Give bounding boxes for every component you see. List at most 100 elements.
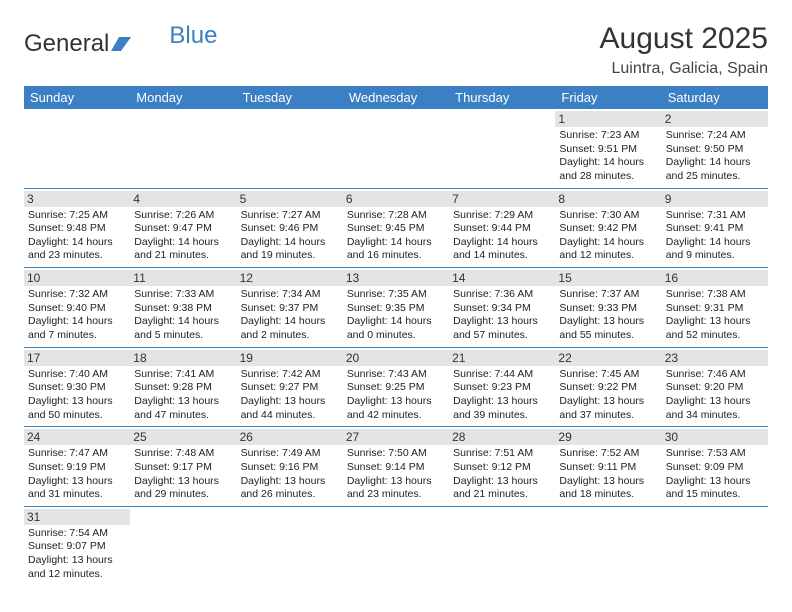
day-number: 30 xyxy=(662,429,768,445)
weekday-header: Thursday xyxy=(449,86,555,109)
weekday-header-row: SundayMondayTuesdayWednesdayThursdayFrid… xyxy=(24,86,768,109)
calendar-cell: 12Sunrise: 7:34 AMSunset: 9:37 PMDayligh… xyxy=(237,268,343,348)
day-number: 5 xyxy=(237,191,343,207)
day-details: Sunrise: 7:27 AMSunset: 9:46 PMDaylight:… xyxy=(241,209,339,264)
day-number: 20 xyxy=(343,350,449,366)
calendar-cell: 1Sunrise: 7:23 AMSunset: 9:51 PMDaylight… xyxy=(555,109,661,188)
day-details: Sunrise: 7:53 AMSunset: 9:09 PMDaylight:… xyxy=(666,447,764,502)
day-details: Sunrise: 7:50 AMSunset: 9:14 PMDaylight:… xyxy=(347,447,445,502)
day-details: Sunrise: 7:38 AMSunset: 9:31 PMDaylight:… xyxy=(666,288,764,343)
calendar-cell xyxy=(662,506,768,585)
calendar-cell xyxy=(237,109,343,188)
day-number: 29 xyxy=(555,429,661,445)
day-number: 28 xyxy=(449,429,555,445)
header: General Blue August 2025 Luintra, Galici… xyxy=(24,22,768,78)
day-number: 14 xyxy=(449,270,555,286)
title-block: August 2025 Luintra, Galicia, Spain xyxy=(600,22,768,78)
calendar-cell: 10 Sunrise: 7:32 AMSunset: 9:40 PMDayligh… xyxy=(24,268,130,348)
day-number: 8 xyxy=(555,191,661,207)
day-details: Sunrise: 7:30 AMSunset: 9:42 PMDaylight:… xyxy=(559,209,657,264)
calendar-cell: 22 Sunrise: 7:45 AMSunset: 9:22 PMDayligh… xyxy=(555,347,661,427)
calendar-cell: 30 Sunrise: 7:53 AMSunset: 9:09 PMDayligh… xyxy=(662,427,768,507)
day-number: 24 xyxy=(24,429,130,445)
day-details: Sunrise: 7:51 AMSunset: 9:12 PMDaylight:… xyxy=(453,447,551,502)
calendar-cell xyxy=(237,506,343,585)
day-number: 3 xyxy=(24,191,130,207)
day-number: 31 xyxy=(24,509,130,525)
calendar-cell: 13Sunrise: 7:35 AMSunset: 9:35 PMDayligh… xyxy=(343,268,449,348)
day-details: Sunrise: 7:41 AMSunset: 9:28 PMDaylight:… xyxy=(134,368,232,423)
calendar-cell: 23Sunrise: 7:46 AMSunset: 9:20 PMDayligh… xyxy=(662,347,768,427)
calendar-cell: 29 Sunrise: 7:52 AMSunset: 9:11 PMDayligh… xyxy=(555,427,661,507)
calendar-cell: 26 Sunrise: 7:49 AMSunset: 9:16 PMDayligh… xyxy=(237,427,343,507)
logo-text-2: Blue xyxy=(169,22,217,50)
calendar-cell xyxy=(343,109,449,188)
day-number: 6 xyxy=(343,191,449,207)
day-number: 16 xyxy=(662,270,768,286)
calendar-cell xyxy=(449,506,555,585)
logo: General Blue xyxy=(24,30,217,58)
page-title: August 2025 xyxy=(600,22,768,56)
calendar-cell: 9 Sunrise: 7:31 AMSunset: 9:41 PMDaylight… xyxy=(662,188,768,268)
calendar-cell xyxy=(449,109,555,188)
calendar-cell: 4Sunrise: 7:26 AMSunset: 9:47 PMDaylight… xyxy=(130,188,236,268)
calendar-cell: 24Sunrise: 7:47 AMSunset: 9:19 PMDayligh… xyxy=(24,427,130,507)
calendar-cell: 11 Sunrise: 7:33 AMSunset: 9:38 PMDayligh… xyxy=(130,268,236,348)
weekday-header: Sunday xyxy=(24,86,130,109)
day-number: 11 xyxy=(130,270,236,286)
day-details: Sunrise: 7:33 AMSunset: 9:38 PMDaylight:… xyxy=(134,288,232,343)
day-number: 12 xyxy=(237,270,343,286)
logo-text-1: General xyxy=(24,30,109,58)
day-number: 21 xyxy=(449,350,555,366)
day-details: Sunrise: 7:37 AMSunset: 9:33 PMDaylight:… xyxy=(559,288,657,343)
calendar-cell: 17 Sunrise: 7:40 AMSunset: 9:30 PMDayligh… xyxy=(24,347,130,427)
day-details: Sunrise: 7:36 AMSunset: 9:34 PMDaylight:… xyxy=(453,288,551,343)
day-number: 19 xyxy=(237,350,343,366)
location: Luintra, Galicia, Spain xyxy=(600,60,768,78)
calendar-cell: 14 Sunrise: 7:36 AMSunset: 9:34 PMDayligh… xyxy=(449,268,555,348)
calendar-cell: 27Sunrise: 7:50 AMSunset: 9:14 PMDayligh… xyxy=(343,427,449,507)
day-number: 18 xyxy=(130,350,236,366)
day-number: 2 xyxy=(662,111,768,127)
day-details: Sunrise: 7:45 AMSunset: 9:22 PMDaylight:… xyxy=(559,368,657,423)
day-number: 10 xyxy=(24,270,130,286)
calendar-cell: 20 Sunrise: 7:43 AMSunset: 9:25 PMDayligh… xyxy=(343,347,449,427)
day-details: Sunrise: 7:25 AMSunset: 9:48 PMDaylight:… xyxy=(28,209,126,264)
calendar-cell xyxy=(130,506,236,585)
weekday-header: Monday xyxy=(130,86,236,109)
day-details: Sunrise: 7:42 AMSunset: 9:27 PMDaylight:… xyxy=(241,368,339,423)
calendar-cell: 15 Sunrise: 7:37 AMSunset: 9:33 PMDayligh… xyxy=(555,268,661,348)
calendar-cell: 16 Sunrise: 7:38 AMSunset: 9:31 PMDayligh… xyxy=(662,268,768,348)
calendar-table: SundayMondayTuesdayWednesdayThursdayFrid… xyxy=(24,86,768,585)
calendar-cell xyxy=(24,109,130,188)
day-details: Sunrise: 7:32 AMSunset: 9:40 PMDaylight:… xyxy=(28,288,126,343)
calendar-cell: 18 Sunrise: 7:41 AMSunset: 9:28 PMDayligh… xyxy=(130,347,236,427)
weekday-header: Tuesday xyxy=(237,86,343,109)
calendar-cell xyxy=(130,109,236,188)
calendar-cell: 21 Sunrise: 7:44 AMSunset: 9:23 PMDayligh… xyxy=(449,347,555,427)
day-number: 17 xyxy=(24,350,130,366)
day-details: Sunrise: 7:40 AMSunset: 9:30 PMDaylight:… xyxy=(28,368,126,423)
day-details: Sunrise: 7:48 AMSunset: 9:17 PMDaylight:… xyxy=(134,447,232,502)
calendar-cell xyxy=(555,506,661,585)
day-details: Sunrise: 7:52 AMSunset: 9:11 PMDaylight:… xyxy=(559,447,657,502)
day-number: 22 xyxy=(555,350,661,366)
day-details: Sunrise: 7:23 AMSunset: 9:51 PMDaylight:… xyxy=(559,129,657,184)
day-details: Sunrise: 7:44 AMSunset: 9:23 PMDaylight:… xyxy=(453,368,551,423)
calendar-body: 1Sunrise: 7:23 AMSunset: 9:51 PMDaylight… xyxy=(24,109,768,585)
day-details: Sunrise: 7:43 AMSunset: 9:25 PMDaylight:… xyxy=(347,368,445,423)
calendar-cell: 7Sunrise: 7:29 AMSunset: 9:44 PMDaylight… xyxy=(449,188,555,268)
day-number: 23 xyxy=(662,350,768,366)
day-number: 25 xyxy=(130,429,236,445)
day-details: Sunrise: 7:28 AMSunset: 9:45 PMDaylight:… xyxy=(347,209,445,264)
day-number: 26 xyxy=(237,429,343,445)
day-details: Sunrise: 7:26 AMSunset: 9:47 PMDaylight:… xyxy=(134,209,232,264)
calendar-cell: 5 Sunrise: 7:27 AMSunset: 9:46 PMDaylight… xyxy=(237,188,343,268)
day-number: 9 xyxy=(662,191,768,207)
day-details: Sunrise: 7:31 AMSunset: 9:41 PMDaylight:… xyxy=(666,209,764,264)
calendar-cell: 2Sunrise: 7:24 AMSunset: 9:50 PMDaylight… xyxy=(662,109,768,188)
calendar-cell: 28 Sunrise: 7:51 AMSunset: 9:12 PMDayligh… xyxy=(449,427,555,507)
day-details: Sunrise: 7:54 AMSunset: 9:07 PMDaylight:… xyxy=(28,527,126,582)
day-details: Sunrise: 7:49 AMSunset: 9:16 PMDaylight:… xyxy=(241,447,339,502)
day-number: 15 xyxy=(555,270,661,286)
